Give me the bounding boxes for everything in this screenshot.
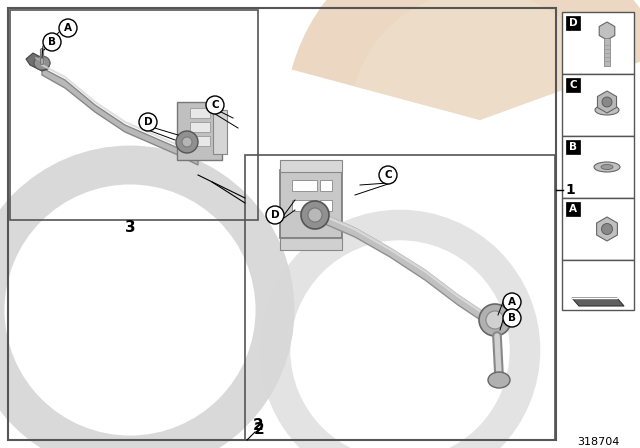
Text: D: D [271, 210, 279, 220]
Circle shape [266, 206, 284, 224]
Ellipse shape [601, 164, 613, 169]
Bar [566, 16, 580, 30]
Bar [292, 180, 317, 191]
Bar [190, 108, 210, 118]
Ellipse shape [176, 131, 198, 153]
Text: 318704: 318704 [577, 437, 619, 447]
Bar [280, 170, 342, 238]
Text: 2: 2 [253, 422, 264, 438]
Bar [562, 12, 634, 74]
Wedge shape [355, 0, 602, 120]
Text: 1: 1 [565, 183, 575, 197]
Circle shape [379, 166, 397, 184]
Circle shape [503, 309, 521, 327]
Bar [562, 74, 634, 136]
Wedge shape [292, 0, 640, 120]
Bar [320, 200, 332, 211]
Bar [245, 155, 555, 440]
Text: B: B [48, 37, 56, 47]
Bar [280, 160, 342, 172]
Bar [292, 200, 317, 211]
Bar [8, 8, 556, 440]
Ellipse shape [301, 201, 329, 229]
Circle shape [602, 97, 612, 107]
Bar [604, 38, 610, 66]
Circle shape [139, 113, 157, 131]
Ellipse shape [182, 137, 192, 147]
Text: A: A [508, 297, 516, 307]
Text: B: B [569, 142, 577, 152]
Bar [320, 180, 332, 191]
Bar [562, 260, 634, 310]
Ellipse shape [488, 372, 510, 388]
Bar [566, 140, 580, 154]
Polygon shape [572, 298, 624, 306]
Circle shape [602, 224, 612, 234]
Text: 2: 2 [253, 418, 264, 432]
Ellipse shape [34, 56, 50, 70]
Bar [280, 238, 342, 250]
Circle shape [43, 33, 61, 51]
Text: A: A [569, 204, 577, 214]
Text: B: B [508, 313, 516, 323]
Text: C: C [384, 170, 392, 180]
Ellipse shape [308, 208, 322, 222]
Text: C: C [569, 80, 577, 90]
Bar [562, 136, 634, 198]
Circle shape [503, 293, 521, 311]
Bar [190, 136, 210, 146]
Bar [190, 122, 210, 132]
Ellipse shape [594, 162, 620, 172]
Text: C: C [211, 100, 219, 110]
Text: A: A [64, 23, 72, 33]
Polygon shape [42, 68, 198, 165]
Text: D: D [569, 18, 577, 28]
Bar [562, 198, 634, 260]
Bar [213, 110, 227, 154]
Ellipse shape [595, 105, 619, 115]
Circle shape [59, 19, 77, 37]
Bar [10, 10, 258, 220]
Polygon shape [325, 215, 488, 325]
Ellipse shape [486, 311, 504, 329]
Bar [566, 78, 580, 92]
Polygon shape [26, 53, 50, 71]
Bar [177, 102, 222, 160]
Text: D: D [144, 117, 152, 127]
Circle shape [206, 96, 224, 114]
Bar [566, 202, 580, 216]
Text: 3: 3 [125, 220, 135, 236]
Ellipse shape [479, 304, 511, 336]
